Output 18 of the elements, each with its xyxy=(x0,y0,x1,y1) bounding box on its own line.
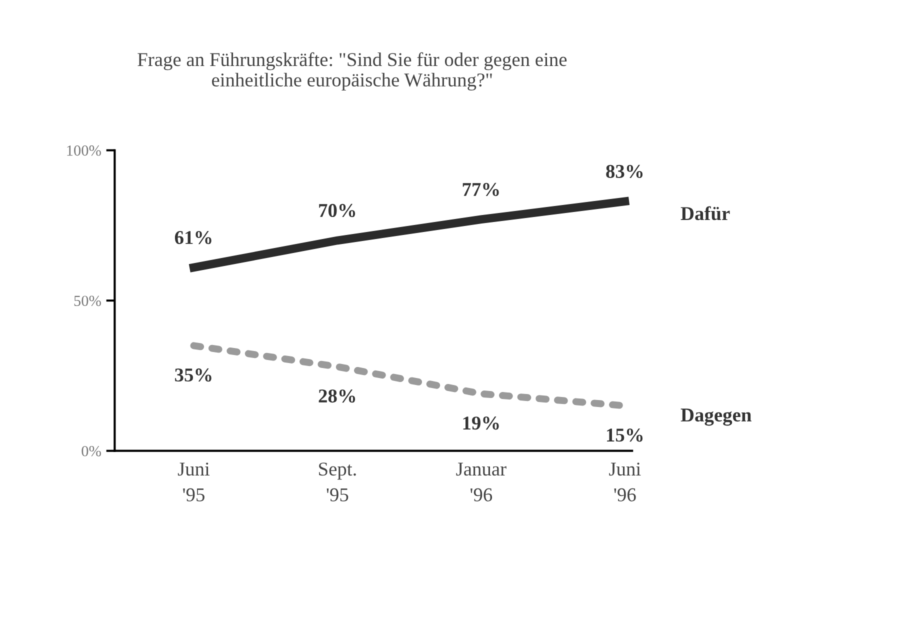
data-label: 61% xyxy=(174,230,212,244)
chart-title: Frage an Führungskräfte: "Sind Sie für oder gegen eine einheitliche europäische Währung?" xyxy=(138,52,567,91)
x-tick-label: Juni '96 xyxy=(609,462,641,502)
data-label: 15% xyxy=(607,428,643,442)
data-label: 83% xyxy=(606,164,643,178)
data-label: 70% xyxy=(319,204,356,218)
y-tick-label: 100% xyxy=(67,145,101,156)
data-label: 35% xyxy=(175,368,212,382)
y-tick-label: 50% xyxy=(74,296,101,306)
x-tick-label: Sept. '95 xyxy=(319,462,356,502)
x-tick-label: Juni '95 xyxy=(178,462,210,502)
data-label: 28% xyxy=(318,389,356,403)
x-tick-label: Januar '96 xyxy=(456,462,506,502)
data-label: 77% xyxy=(462,182,499,196)
text: Dagegen xyxy=(680,408,752,426)
y-tick-label: 0% xyxy=(82,446,101,456)
data-label: 19% xyxy=(463,416,499,430)
text: Dafür xyxy=(680,206,730,220)
